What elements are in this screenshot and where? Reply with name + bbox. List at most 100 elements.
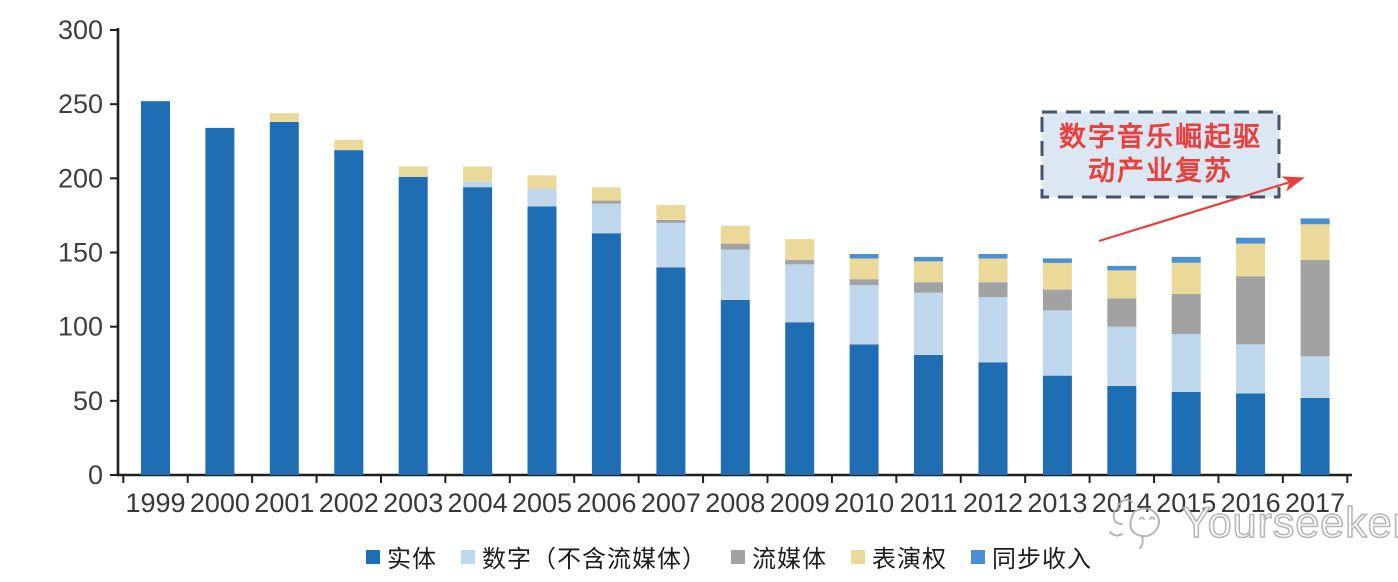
watermark-text: Yourseeker bbox=[1181, 498, 1398, 548]
bar-segment-2011-s3 bbox=[914, 261, 943, 283]
bar-segment-2008-s1 bbox=[720, 249, 750, 300]
bar-segment-2016-s1 bbox=[1236, 344, 1266, 394]
bar-segment-2004-s3 bbox=[463, 166, 493, 182]
bar-segment-2008-s3 bbox=[720, 225, 750, 244]
bar-segment-2000-s0 bbox=[205, 127, 235, 476]
x-tick-label: 2004 bbox=[448, 488, 508, 518]
y-tick-label: 250 bbox=[58, 89, 103, 119]
bar-segment-2009-s3 bbox=[785, 239, 815, 260]
bar-segment-2004-s1 bbox=[463, 181, 493, 188]
bar-segment-2005-s0 bbox=[527, 206, 557, 475]
bar-segment-2003-s3 bbox=[398, 166, 428, 177]
x-axis-labels: 1999 2000 2001 2002 2003 2004 2005 2006 2007 2008… bbox=[125, 488, 1345, 518]
bar-segment-2011-s0 bbox=[914, 354, 943, 476]
bar-segment-2010-s1 bbox=[849, 285, 879, 345]
bar-segment-2017-s1 bbox=[1300, 356, 1330, 398]
legend-item-2: 流媒体 bbox=[731, 539, 827, 574]
bar-segment-2017-s4 bbox=[1300, 218, 1330, 225]
bar-segment-2017-s0 bbox=[1300, 397, 1330, 475]
x-tick-label: 2002 bbox=[319, 488, 379, 518]
bar-segment-2004-s0 bbox=[463, 187, 493, 475]
bar-segment-2007-s0 bbox=[656, 267, 686, 475]
x-tick-label: 2013 bbox=[1027, 488, 1087, 518]
bar-segment-2001-s3 bbox=[269, 113, 299, 122]
x-tick-label: 2009 bbox=[770, 488, 830, 518]
legend-swatch-icon bbox=[366, 549, 380, 564]
bars bbox=[141, 101, 1330, 476]
bar-segment-2017-s2 bbox=[1300, 259, 1330, 357]
bar-segment-2013-s2 bbox=[1042, 289, 1072, 311]
legend-item-3: 表演权 bbox=[851, 539, 947, 574]
bar-segment-2016-s4 bbox=[1236, 237, 1266, 244]
bar-segment-2015-s0 bbox=[1171, 391, 1201, 475]
y-tick-label: 150 bbox=[58, 238, 103, 268]
x-tick-label: 2010 bbox=[834, 488, 894, 518]
bar-segment-1999-s0 bbox=[141, 101, 170, 475]
y-tick-label: 50 bbox=[73, 386, 103, 416]
bar-segment-2010-s4 bbox=[849, 254, 879, 259]
bar-segment-2010-s2 bbox=[849, 279, 879, 286]
y-tick-label: 300 bbox=[58, 15, 103, 45]
y-tick-label: 0 bbox=[88, 460, 103, 490]
bar-segment-2012-s4 bbox=[978, 254, 1008, 259]
bar-segment-2012-s3 bbox=[978, 258, 1008, 283]
legend-swatch-icon bbox=[461, 549, 475, 564]
bar-segment-2014-s2 bbox=[1107, 298, 1137, 327]
bar-segment-2013-s3 bbox=[1042, 262, 1072, 290]
bar-segment-2007-s2 bbox=[656, 219, 686, 223]
bar-segment-2015-s3 bbox=[1171, 262, 1201, 295]
bar-segment-2009-s0 bbox=[785, 322, 815, 475]
bar-segment-2016-s3 bbox=[1236, 243, 1266, 277]
x-tick-label: 2015 bbox=[1156, 488, 1216, 518]
bar-segment-2012-s0 bbox=[978, 362, 1008, 475]
x-tick-label: 2016 bbox=[1221, 488, 1281, 518]
y-axis-ticks: 0 50 100 150 200 250 300 bbox=[58, 15, 118, 490]
x-tick-label: 2005 bbox=[512, 488, 572, 518]
x-tick-label: 2000 bbox=[190, 488, 250, 518]
x-tick-label: 1999 bbox=[125, 488, 185, 518]
bar-segment-2013-s4 bbox=[1042, 258, 1072, 263]
bar-segment-2016-s0 bbox=[1236, 393, 1266, 475]
x-tick-label: 2012 bbox=[963, 488, 1023, 518]
x-tick-label: 2014 bbox=[1092, 488, 1152, 518]
x-tick-label: 2008 bbox=[705, 488, 765, 518]
legend-label: 数字（不含流媒体） bbox=[482, 545, 707, 573]
legend-label: 流媒体 bbox=[752, 545, 827, 573]
bar-segment-2002-s3 bbox=[334, 139, 364, 151]
bar-segment-2014-s0 bbox=[1107, 386, 1137, 475]
annotation-line2: 动产业复苏 bbox=[1088, 155, 1233, 187]
bar-segment-2012-s2 bbox=[978, 282, 1008, 297]
bar-segment-2008-s2 bbox=[720, 243, 750, 250]
x-tick-label: 2011 bbox=[900, 488, 958, 518]
bar-segment-2001-s0 bbox=[269, 122, 299, 475]
x-tick-label: 2007 bbox=[641, 488, 701, 518]
bar-segment-2010-s0 bbox=[849, 344, 879, 475]
x-tick-label: 2003 bbox=[383, 488, 443, 518]
legend-swatch-icon bbox=[851, 549, 865, 564]
legend-swatch-icon bbox=[971, 549, 985, 564]
bar-segment-2009-s1 bbox=[785, 264, 815, 323]
bar-segment-2013-s0 bbox=[1042, 375, 1072, 475]
legend-swatch-icon bbox=[731, 549, 745, 564]
annotation-line1: 数字音乐崛起驱 bbox=[1059, 121, 1262, 153]
legend-label: 实体 bbox=[387, 545, 437, 573]
bar-segment-2006-s3 bbox=[591, 187, 621, 201]
y-tick-label: 200 bbox=[58, 163, 103, 193]
legend-label: 表演权 bbox=[872, 545, 947, 573]
bar-segment-2012-s1 bbox=[978, 297, 1008, 363]
bar-segment-2006-s2 bbox=[591, 200, 621, 204]
bar-segment-2009-s2 bbox=[785, 259, 815, 265]
legend-item-4: 同步收入 bbox=[971, 539, 1092, 574]
bar-segment-2010-s3 bbox=[849, 258, 879, 280]
bar-segment-2011-s1 bbox=[914, 292, 943, 355]
chart-legend: 实体 数字（不含流媒体） 流媒体 表演权 同步收入 bbox=[366, 539, 1092, 574]
bar-segment-2003-s0 bbox=[398, 176, 428, 476]
bar-segment-2005-s1 bbox=[527, 188, 557, 207]
yourseeker-logo-icon bbox=[1109, 498, 1160, 549]
bar-segment-2016-s2 bbox=[1236, 276, 1266, 345]
annotation-callout: 数字音乐崛起驱 动产业复苏 bbox=[1042, 112, 1279, 197]
legend-item-0: 实体 bbox=[366, 539, 437, 574]
bar-segment-2014-s4 bbox=[1107, 265, 1137, 271]
